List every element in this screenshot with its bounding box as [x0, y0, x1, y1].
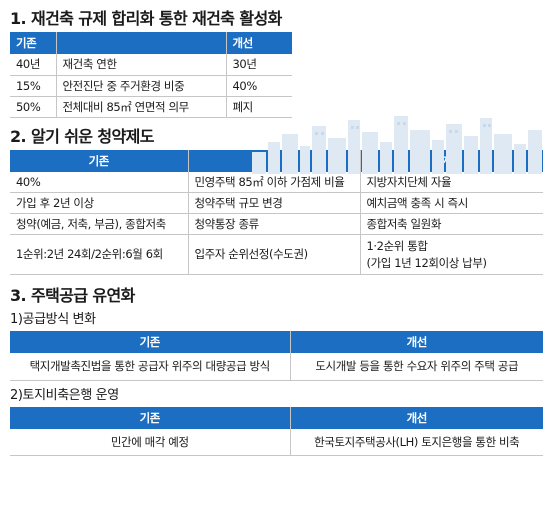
table-row: 50% 전체대비 85㎡ 연면적 의무 폐지 [10, 96, 292, 118]
section1-table: 기존 개선 40년 재건축 연한 30년 15% 안전진단 중 주거환경 비중 … [10, 32, 292, 118]
table-cell: 민간에 매각 예정 [10, 428, 291, 456]
table-cell: 한국토지주택공사(LH) 토지은행을 통한 비축 [290, 428, 543, 456]
section3-sub2-table: 기존 개선 민간에 매각 예정 한국토지주택공사(LH) 토지은행을 통한 비축 [10, 406, 543, 456]
table-row: 가입 후 2년 이상 청약주택 규모 변경 예치금액 충족 시 즉시 [10, 192, 543, 214]
table-cell: 1·2순위 통합 (가입 1년 12회이상 납부) [360, 234, 543, 275]
section3-sub2-title: 2)토지비축은행 운영 [10, 387, 119, 403]
table-cell: 예치금액 충족 시 즉시 [360, 192, 543, 214]
table-cell: 전체대비 85㎡ 연면적 의무 [56, 96, 227, 118]
table-row: 청약(예금, 저축, 부금), 종합저축 청약통장 종류 종합저축 일원화 [10, 213, 543, 235]
section1-header-item [56, 32, 227, 54]
sub1-header-before: 기존 [10, 331, 291, 353]
table-row: 40년 재건축 연한 30년 [10, 54, 292, 76]
table-row: 택지개발촉진법을 통한 공급자 위주의 대량공급 방식 도시개발 등을 통한 수… [10, 353, 543, 381]
sub2-header-before: 기존 [10, 406, 291, 429]
table-cell: 청약통장 종류 [188, 213, 361, 235]
table-cell: 1순위:2년 24회/2순위:6월 6회 [10, 234, 189, 275]
section3-title: 3. 주택공급 유연화 [10, 286, 135, 305]
table-cell: 도시개발 등을 통한 수요자 위주의 주택 공급 [290, 353, 543, 381]
table-cell: 청약(예금, 저축, 부금), 종합저축 [10, 213, 189, 235]
table-row: 민간에 매각 예정 한국토지주택공사(LH) 토지은행을 통한 비축 [10, 428, 543, 456]
table-cell: 40년 [10, 54, 57, 76]
section1-title: 1. 재건축 규제 합리화 통한 재건축 활성화 [10, 9, 282, 28]
table-cell: 40% [10, 171, 189, 193]
section2-header-before: 기존 [10, 149, 189, 172]
table-cell: 30년 [226, 54, 292, 76]
sub1-header-after: 개선 [290, 331, 543, 353]
table-cell: 안전진단 중 주거환경 비중 [56, 75, 227, 97]
table-cell: 50% [10, 96, 57, 118]
section3-sub1-title: 1)공급방식 변화 [10, 312, 96, 327]
table-cell: 입주자 순위선정(수도권) [188, 234, 361, 275]
table-row: 15% 안전진단 중 주거환경 비중 40% [10, 75, 292, 97]
table-cell: 택지개발촉진법을 통한 공급자 위주의 대량공급 방식 [10, 353, 291, 381]
section1-header-before: 기존 [10, 32, 57, 54]
table-cell: 재건축 연한 [56, 54, 227, 76]
table-cell: 40% [226, 75, 292, 97]
city-skyline-illustration [252, 116, 542, 174]
section2-title: 2. 알기 쉬운 청약제도 [10, 126, 154, 146]
table-cell: 가입 후 2년 이상 [10, 192, 189, 214]
table-cell: 종합저축 일원화 [360, 213, 543, 235]
table-row: 40% 민영주택 85㎡ 이하 가점제 비율 지방자치단체 자율 [10, 171, 543, 193]
table-cell: 지방자치단체 자율 [360, 171, 543, 193]
section3-sub1-table: 기존 개선 택지개발촉진법을 통한 공급자 위주의 대량공급 방식 도시개발 등… [10, 331, 543, 381]
table-cell: 청약주택 규모 변경 [188, 192, 361, 214]
table-cell: 15% [10, 75, 57, 97]
section1-header-after: 개선 [226, 32, 292, 54]
sub2-header-after: 개선 [290, 406, 543, 429]
table-row: 1순위:2년 24회/2순위:6월 6회 입주자 순위선정(수도권) 1·2순위… [10, 234, 543, 275]
table-cell: 폐지 [226, 96, 292, 118]
table-cell: 민영주택 85㎡ 이하 가점제 비율 [188, 171, 361, 193]
